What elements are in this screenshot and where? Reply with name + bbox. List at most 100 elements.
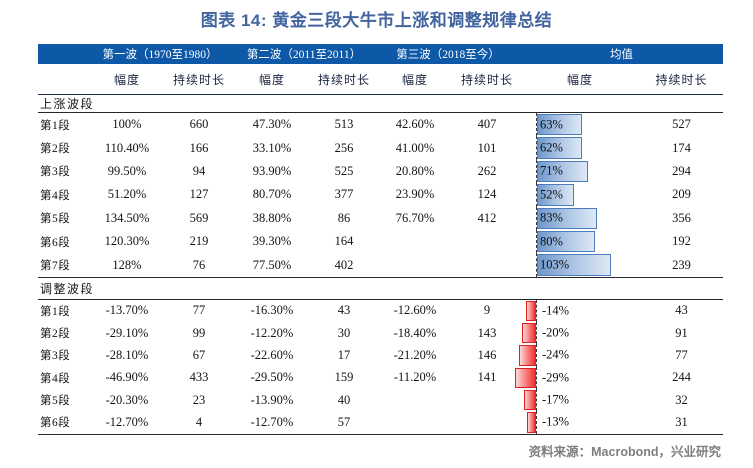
data-bar <box>526 412 536 433</box>
cell-amplitude: -22.60% <box>250 347 294 362</box>
mean-duration-value: 192 <box>672 234 691 249</box>
table-row: 第6段 120.30% 219 39.30% 164 80% 192 <box>38 229 723 254</box>
cell-amplitude: 80.70% <box>252 187 292 202</box>
cell-amplitude: -12.70% <box>105 414 149 429</box>
cell-duration: 166 <box>189 140 209 155</box>
table-row: 第3段 99.50% 94 93.90% 525 20.80% 262 71% 294 <box>38 159 723 184</box>
data-bar <box>515 367 536 388</box>
cell-duration: 141 <box>477 370 497 385</box>
data-bar <box>521 323 536 344</box>
cell-amplitude: 51.20% <box>107 187 147 202</box>
cell-duration: 40 <box>337 392 351 407</box>
data-bar <box>537 160 589 183</box>
table-row: 第5段 134.50% 569 38.80% 86 76.70% 412 83% 356 <box>38 206 723 230</box>
cell-amplitude: 99.50% <box>107 163 147 178</box>
mean-amplitude-bar-cell: -29% <box>515 366 640 389</box>
cell-duration: 402 <box>334 257 354 272</box>
cell-amplitude: 100% <box>112 117 142 132</box>
subheader-dur-1: 持续时长 <box>172 72 225 87</box>
mean-duration-value: 43 <box>675 303 688 318</box>
cell-amplitude: -12.70% <box>250 414 294 429</box>
cell-amplitude: 23.90% <box>395 187 435 202</box>
cell-amplitude: -13.70% <box>105 303 149 318</box>
mean-duration-value: 244 <box>672 370 691 385</box>
table-header-band: 第一波（1970至1980） 第二波（2011至2011） 第三波（2018至今… <box>38 44 723 64</box>
cell-duration: 4 <box>195 414 203 429</box>
subheader-dur-2: 持续时长 <box>317 72 370 87</box>
cell-amplitude: -29.50% <box>250 370 294 385</box>
header-wave-3: 第三波（2018至今） <box>396 49 500 61</box>
summary-table: 第一波（1970至1980） 第二波（2011至2011） 第三波（2018至今… <box>38 44 723 435</box>
section-body-adjustment: 第1段 -13.70% 77 -16.30% 43 -12.60% 9 -14% 43 第2段 -2… <box>38 299 723 434</box>
zero-axis-dashed-line <box>536 136 537 160</box>
table-row: 第1段 -13.70% 77 -16.30% 43 -12.60% 9 -14% 43 <box>38 299 723 323</box>
cell-duration: 43 <box>337 303 351 318</box>
section-body-rising: 第1段 100% 660 47.30% 513 42.60% 407 63% 527 第2段 110… <box>38 113 723 277</box>
subheader-amp-1: 幅度 <box>113 72 140 87</box>
cell-amplitude: 47.30% <box>252 117 292 132</box>
cell-amplitude: -12.20% <box>250 325 294 340</box>
data-bar <box>537 207 597 229</box>
mean-amplitude-bar-cell: -14% <box>520 299 640 323</box>
row-label: 第2段 <box>40 328 71 341</box>
table-row: 第2段 110.40% 166 33.10% 256 41.00% 101 62% 174 <box>38 136 723 160</box>
cell-duration: 23 <box>192 392 206 407</box>
row-label: 第6段 <box>40 236 71 249</box>
cell-amplitude: -29.10% <box>105 325 149 340</box>
mean-amplitude-value: -14% <box>542 303 570 318</box>
zero-axis-dashed-line <box>536 411 537 434</box>
table-row: 第2段 -29.10% 99 -12.20% 30 -18.40% 143 -20% 91 <box>38 322 723 345</box>
cell-duration: 513 <box>334 117 354 132</box>
cell-duration: 569 <box>189 210 209 225</box>
table-row: 第4段 51.20% 127 80.70% 377 23.90% 124 52% 209 <box>38 183 723 207</box>
cell-duration: 164 <box>334 234 354 249</box>
zero-axis-dashed-line <box>536 253 537 277</box>
cell-amplitude: -16.30% <box>250 303 294 318</box>
mean-duration-value: 32 <box>675 392 688 407</box>
cell-duration: 219 <box>189 234 209 249</box>
row-label: 第5段 <box>40 213 71 226</box>
mean-amplitude-value: 71% <box>540 163 563 178</box>
mean-amplitude-value: 63% <box>540 117 563 132</box>
cell-amplitude: 33.10% <box>252 140 292 155</box>
cell-amplitude: 42.60% <box>395 117 435 132</box>
data-bar <box>537 137 582 159</box>
row-label: 第5段 <box>40 395 71 408</box>
zero-axis-dashed-line <box>536 366 537 389</box>
cell-duration: 146 <box>477 347 497 362</box>
mean-duration-value: 209 <box>672 187 691 202</box>
table-row: 第5段 -20.30% 23 -13.90% 40 -17% 32 <box>38 388 723 412</box>
row-label: 第3段 <box>40 166 71 179</box>
data-bar <box>537 184 575 206</box>
cell-duration: 17 <box>337 347 351 362</box>
mean-amplitude-value: -17% <box>542 392 570 407</box>
section-label-rising: 上涨波段 <box>38 95 723 113</box>
cell-duration: 407 <box>477 117 497 132</box>
cell-duration: 124 <box>477 187 497 202</box>
mean-amplitude-bar-cell: 103% <box>520 253 640 277</box>
row-label: 第4段 <box>40 189 71 202</box>
cell-amplitude: 128% <box>112 257 142 272</box>
mean-amplitude-bar-cell: -20% <box>520 322 640 345</box>
mean-duration-value: 31 <box>675 414 688 429</box>
chart-title: 图表 14: 黄金三段大牛市上涨和调整规律总结 <box>200 11 553 30</box>
cell-amplitude: 38.80% <box>252 210 292 225</box>
cell-duration: 256 <box>334 140 354 155</box>
divider-line <box>38 276 723 278</box>
cell-amplitude: 134.50% <box>104 210 150 225</box>
zero-axis-dashed-line <box>536 113 537 137</box>
mean-amplitude-value: 80% <box>540 234 563 249</box>
mean-amplitude-bar-cell: 80% <box>520 229 640 254</box>
header-wave-2: 第二波（2011至2011） <box>246 49 362 61</box>
mean-amplitude-value: 62% <box>540 140 563 155</box>
cell-duration: 262 <box>477 163 497 178</box>
row-label: 第4段 <box>40 372 71 385</box>
mean-amplitude-value: -24% <box>542 347 570 362</box>
mean-amplitude-value: 83% <box>540 210 563 225</box>
cell-duration: 143 <box>477 325 497 340</box>
cell-duration: 377 <box>334 187 354 202</box>
cell-duration: 76 <box>192 257 206 272</box>
row-label: 第1段 <box>40 119 71 132</box>
zero-axis-dashed-line <box>536 388 537 412</box>
mean-amplitude-bar-cell: -24% <box>518 344 640 367</box>
